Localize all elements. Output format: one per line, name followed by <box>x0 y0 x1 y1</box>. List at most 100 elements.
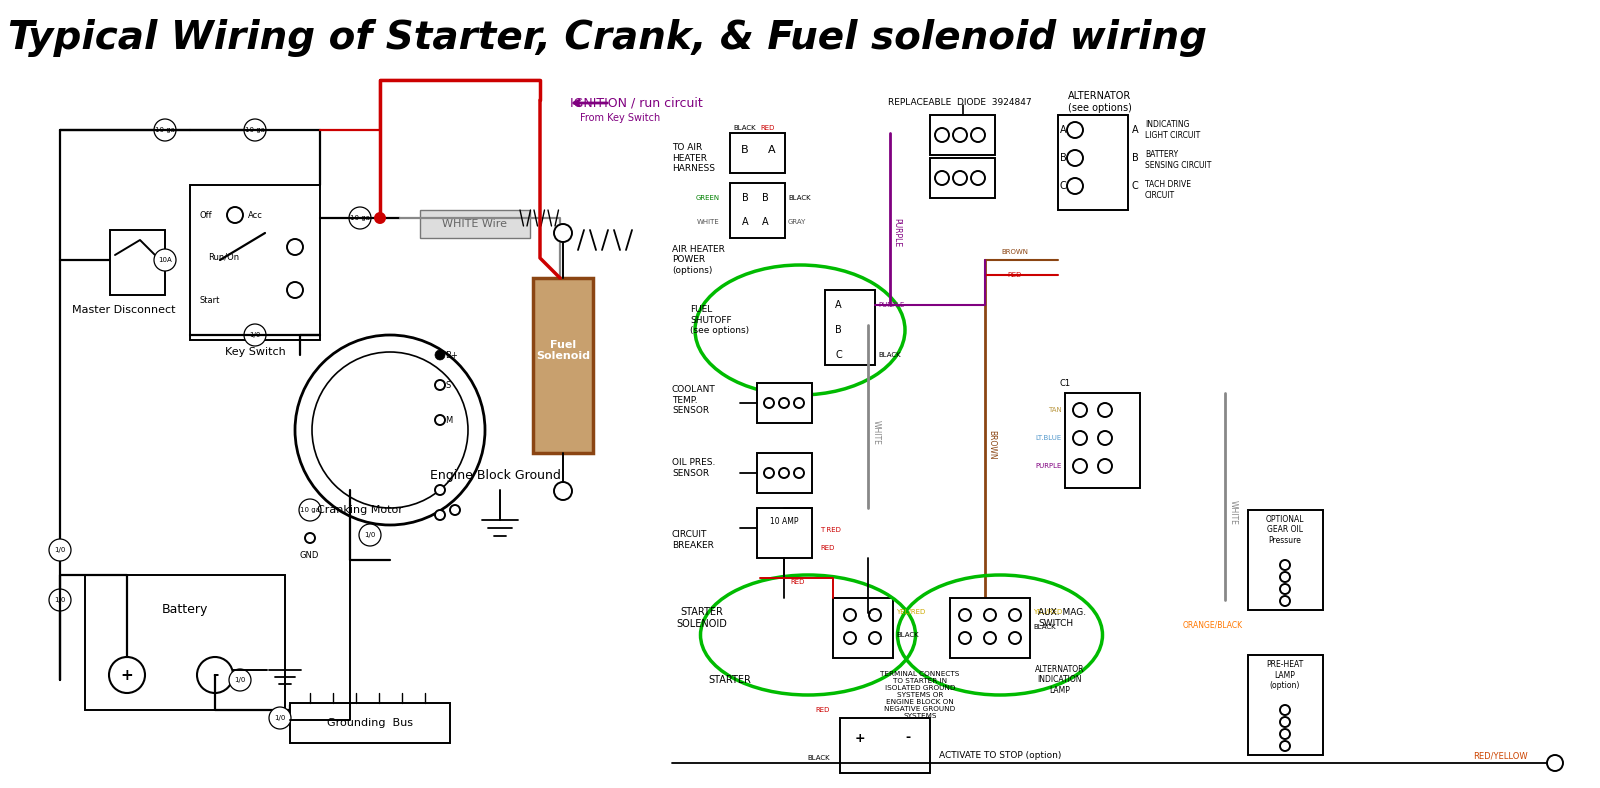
Circle shape <box>154 119 176 141</box>
Bar <box>190 185 320 340</box>
Text: INDICATING
LIGHT CIRCUIT: INDICATING LIGHT CIRCUIT <box>1146 121 1200 139</box>
Circle shape <box>435 510 445 520</box>
Circle shape <box>435 350 445 360</box>
Circle shape <box>1098 459 1112 473</box>
Circle shape <box>1280 741 1290 751</box>
Text: +: + <box>854 731 866 745</box>
Text: ALTERNATOR
(see options): ALTERNATOR (see options) <box>1069 91 1131 113</box>
Circle shape <box>450 505 461 515</box>
Text: -: - <box>211 667 218 682</box>
Circle shape <box>435 415 445 425</box>
Bar <box>730 183 786 238</box>
Text: LT.BLUE: LT.BLUE <box>1035 435 1062 441</box>
Circle shape <box>1067 150 1083 166</box>
Circle shape <box>765 398 774 408</box>
Text: A: A <box>762 217 768 227</box>
Text: Grounding  Bus: Grounding Bus <box>326 718 413 728</box>
Text: BLACK: BLACK <box>878 352 901 358</box>
Text: 1/0: 1/0 <box>54 597 66 603</box>
Circle shape <box>1074 431 1086 445</box>
Circle shape <box>958 632 971 644</box>
Text: B: B <box>742 193 749 203</box>
Text: WHITE: WHITE <box>698 219 720 225</box>
Circle shape <box>954 171 966 185</box>
Circle shape <box>794 468 805 478</box>
Text: STARTER
SOLENOID: STARTER SOLENOID <box>677 608 728 629</box>
Text: Run/On: Run/On <box>208 252 238 262</box>
Circle shape <box>229 669 251 691</box>
Text: TACH DRIVE
CIRCUIT: TACH DRIVE CIRCUIT <box>1146 180 1190 199</box>
Circle shape <box>554 224 573 242</box>
Text: C: C <box>1059 181 1066 191</box>
Text: 10 ga: 10 ga <box>301 507 320 513</box>
Text: FUEL
SHUTOFF
(see options): FUEL SHUTOFF (see options) <box>690 305 749 335</box>
Circle shape <box>779 468 789 478</box>
Circle shape <box>958 609 971 621</box>
Text: 1/0: 1/0 <box>274 715 286 721</box>
Text: Start: Start <box>200 296 221 304</box>
Circle shape <box>243 119 266 141</box>
Text: TO AIR
HEATER
HARNESS: TO AIR HEATER HARNESS <box>672 143 715 173</box>
Circle shape <box>1010 632 1021 644</box>
Circle shape <box>845 609 856 621</box>
Circle shape <box>779 398 789 408</box>
Text: A: A <box>768 145 776 155</box>
Text: From Key Switch: From Key Switch <box>579 113 661 123</box>
Circle shape <box>154 249 176 271</box>
Text: Off: Off <box>200 210 213 220</box>
Text: 10 ga: 10 ga <box>245 127 266 133</box>
Bar <box>930 115 995 155</box>
Text: ACTIVATE TO STOP (option): ACTIVATE TO STOP (option) <box>939 752 1061 760</box>
Text: OIL PRES.
SENSOR: OIL PRES. SENSOR <box>672 459 715 478</box>
Text: TERMINAL CONNECTS
TO STARTER IN
ISOLATED GROUND
SYSTEMS OR
ENGINE BLOCK ON
NEGAT: TERMINAL CONNECTS TO STARTER IN ISOLATED… <box>880 671 960 719</box>
Text: RED: RED <box>760 125 774 131</box>
Text: B: B <box>835 325 842 335</box>
Circle shape <box>374 213 386 223</box>
Text: WHITE Wire: WHITE Wire <box>443 219 507 229</box>
Bar <box>757 508 813 558</box>
Circle shape <box>1280 560 1290 570</box>
Text: WHITE: WHITE <box>872 420 880 445</box>
Text: BLACK: BLACK <box>733 125 755 131</box>
Text: A: A <box>835 300 842 310</box>
Text: RED/YELLOW: RED/YELLOW <box>1472 752 1528 760</box>
Circle shape <box>869 632 882 644</box>
Bar <box>730 133 786 173</box>
Circle shape <box>286 239 302 255</box>
Text: Acc: Acc <box>248 210 262 220</box>
Text: -: - <box>906 731 910 745</box>
Text: Master Disconnect: Master Disconnect <box>72 305 176 315</box>
Circle shape <box>435 485 445 495</box>
Text: PRE-HEAT
LAMP
(option): PRE-HEAT LAMP (option) <box>1266 660 1304 690</box>
Text: 1/0: 1/0 <box>250 332 261 338</box>
Text: RED: RED <box>819 545 834 551</box>
Circle shape <box>869 609 882 621</box>
Text: +: + <box>120 667 133 682</box>
Text: RED: RED <box>816 707 830 713</box>
Bar <box>930 158 995 198</box>
Text: 10 ga: 10 ga <box>155 127 174 133</box>
Text: A: A <box>1059 125 1066 135</box>
Text: 10A: 10A <box>158 257 171 263</box>
Circle shape <box>1280 596 1290 606</box>
Text: YEL/RED: YEL/RED <box>1034 609 1062 615</box>
Circle shape <box>50 589 70 611</box>
Bar <box>757 453 813 493</box>
Bar <box>1248 510 1323 610</box>
Circle shape <box>1280 705 1290 715</box>
Circle shape <box>1010 609 1021 621</box>
Text: PURPLE: PURPLE <box>1035 463 1062 469</box>
Circle shape <box>50 539 70 561</box>
Text: BLACK: BLACK <box>896 632 918 638</box>
Circle shape <box>358 524 381 546</box>
Text: PURPLE: PURPLE <box>893 218 901 247</box>
Text: B: B <box>1059 153 1066 163</box>
Text: B: B <box>1133 153 1139 163</box>
Text: B: B <box>762 193 768 203</box>
Circle shape <box>765 468 774 478</box>
Text: CIRCUIT
BREAKER: CIRCUIT BREAKER <box>672 530 714 550</box>
Text: S: S <box>445 381 450 389</box>
Circle shape <box>845 632 856 644</box>
Text: PURPLE: PURPLE <box>878 302 904 308</box>
Bar <box>85 575 285 710</box>
